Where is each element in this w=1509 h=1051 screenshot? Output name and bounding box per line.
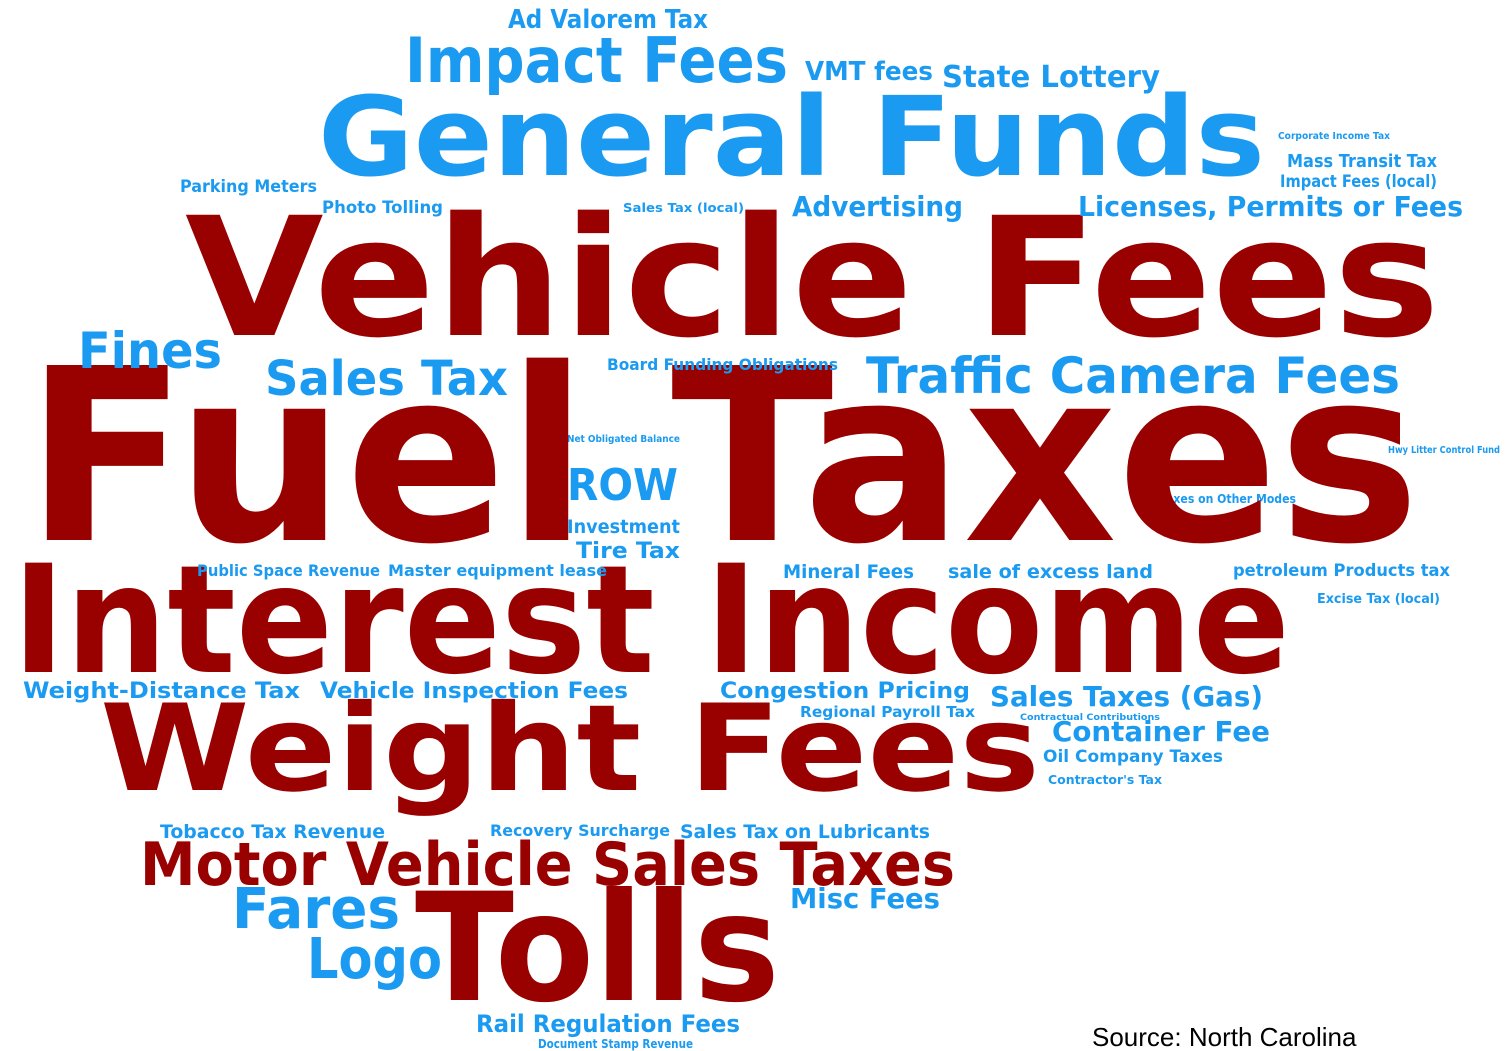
cloud-word: Parking Meters — [180, 177, 317, 197]
cloud-word: Photo Tolling — [322, 198, 443, 218]
cloud-word: Fines — [78, 322, 222, 380]
cloud-word: Impact Fees (local) — [1280, 172, 1437, 192]
cloud-word: Ad Valorem Tax — [508, 5, 708, 35]
cloud-word: Sales Tax — [265, 351, 508, 407]
cloud-word: Fares — [232, 877, 400, 942]
cloud-word: Container Fee — [1052, 715, 1270, 748]
cloud-word: Mass Transit Tax — [1287, 151, 1437, 172]
cloud-word: Misc Fees — [790, 882, 940, 915]
cloud-word: Excise Tax (local) — [1317, 592, 1440, 607]
cloud-word: State Lottery — [942, 60, 1160, 95]
cloud-word: Sales Tax on Lubricants — [680, 821, 930, 843]
cloud-word: Vehicle Fees — [185, 182, 1440, 374]
cloud-word: petroleum Products tax — [1233, 561, 1450, 581]
cloud-word: Licenses, Permits or Fees — [1078, 190, 1463, 223]
cloud-word: Hwy Litter Control Fund — [1388, 445, 1500, 456]
cloud-word: Public Space Revenue — [197, 561, 380, 580]
cloud-word: Sales Tax (local) — [623, 201, 744, 215]
cloud-word: Weight-Distance Tax — [23, 679, 300, 704]
cloud-word: Tolls — [415, 862, 780, 1036]
cloud-word: Advertising — [792, 190, 963, 223]
cloud-word: Logo — [307, 927, 442, 992]
cloud-word: Master equipment lease — [388, 561, 607, 580]
cloud-word: Oil Company Taxes — [1043, 747, 1223, 767]
cloud-word: Sales Taxes (Gas) — [990, 680, 1263, 713]
cloud-word: General Funds — [318, 73, 1265, 201]
cloud-word: Fuel Taxes — [25, 317, 1420, 597]
cloud-word: Tire Tax — [576, 539, 680, 564]
cloud-word: Motor Vehicle Sales Taxes — [140, 830, 955, 900]
cloud-word: Congestion Pricing — [720, 679, 970, 704]
cloud-word: Impact Fees — [405, 24, 788, 97]
cloud-word: Investment — [567, 516, 680, 538]
cloud-word: Traffic Camera Fees — [866, 347, 1400, 405]
cloud-word: Interest Income — [12, 534, 1290, 708]
cloud-word: Document Stamp Revenue — [538, 1037, 693, 1051]
cloud-word: Net Obligated Balance — [567, 434, 680, 445]
cloud-word: ROW — [567, 460, 678, 511]
source-note: Source: North Carolina — [1092, 1022, 1357, 1051]
cloud-word: Recovery Surcharge — [490, 821, 670, 840]
cloud-word: Vehicle Inspection Fees — [320, 679, 628, 704]
cloud-word: Corporate Income Tax — [1278, 131, 1390, 142]
cloud-word: Weight Fees — [100, 680, 1040, 819]
cloud-word: sale of excess land — [948, 561, 1153, 583]
cloud-word: Contractual Contributions — [1020, 713, 1160, 723]
cloud-word: Taxes on Other Modes — [1160, 492, 1296, 506]
cloud-word: Tobacco Tax Revenue — [160, 821, 385, 843]
cloud-word: Regional Payroll Tax — [800, 703, 975, 721]
cloud-word: Board Funding Obligations — [607, 355, 838, 374]
cloud-word: Contractor's Tax — [1048, 773, 1162, 787]
cloud-word: Mineral Fees — [783, 561, 914, 583]
cloud-word: VMT fees — [805, 57, 933, 87]
cloud-word: Rail Regulation Fees — [476, 1010, 740, 1038]
